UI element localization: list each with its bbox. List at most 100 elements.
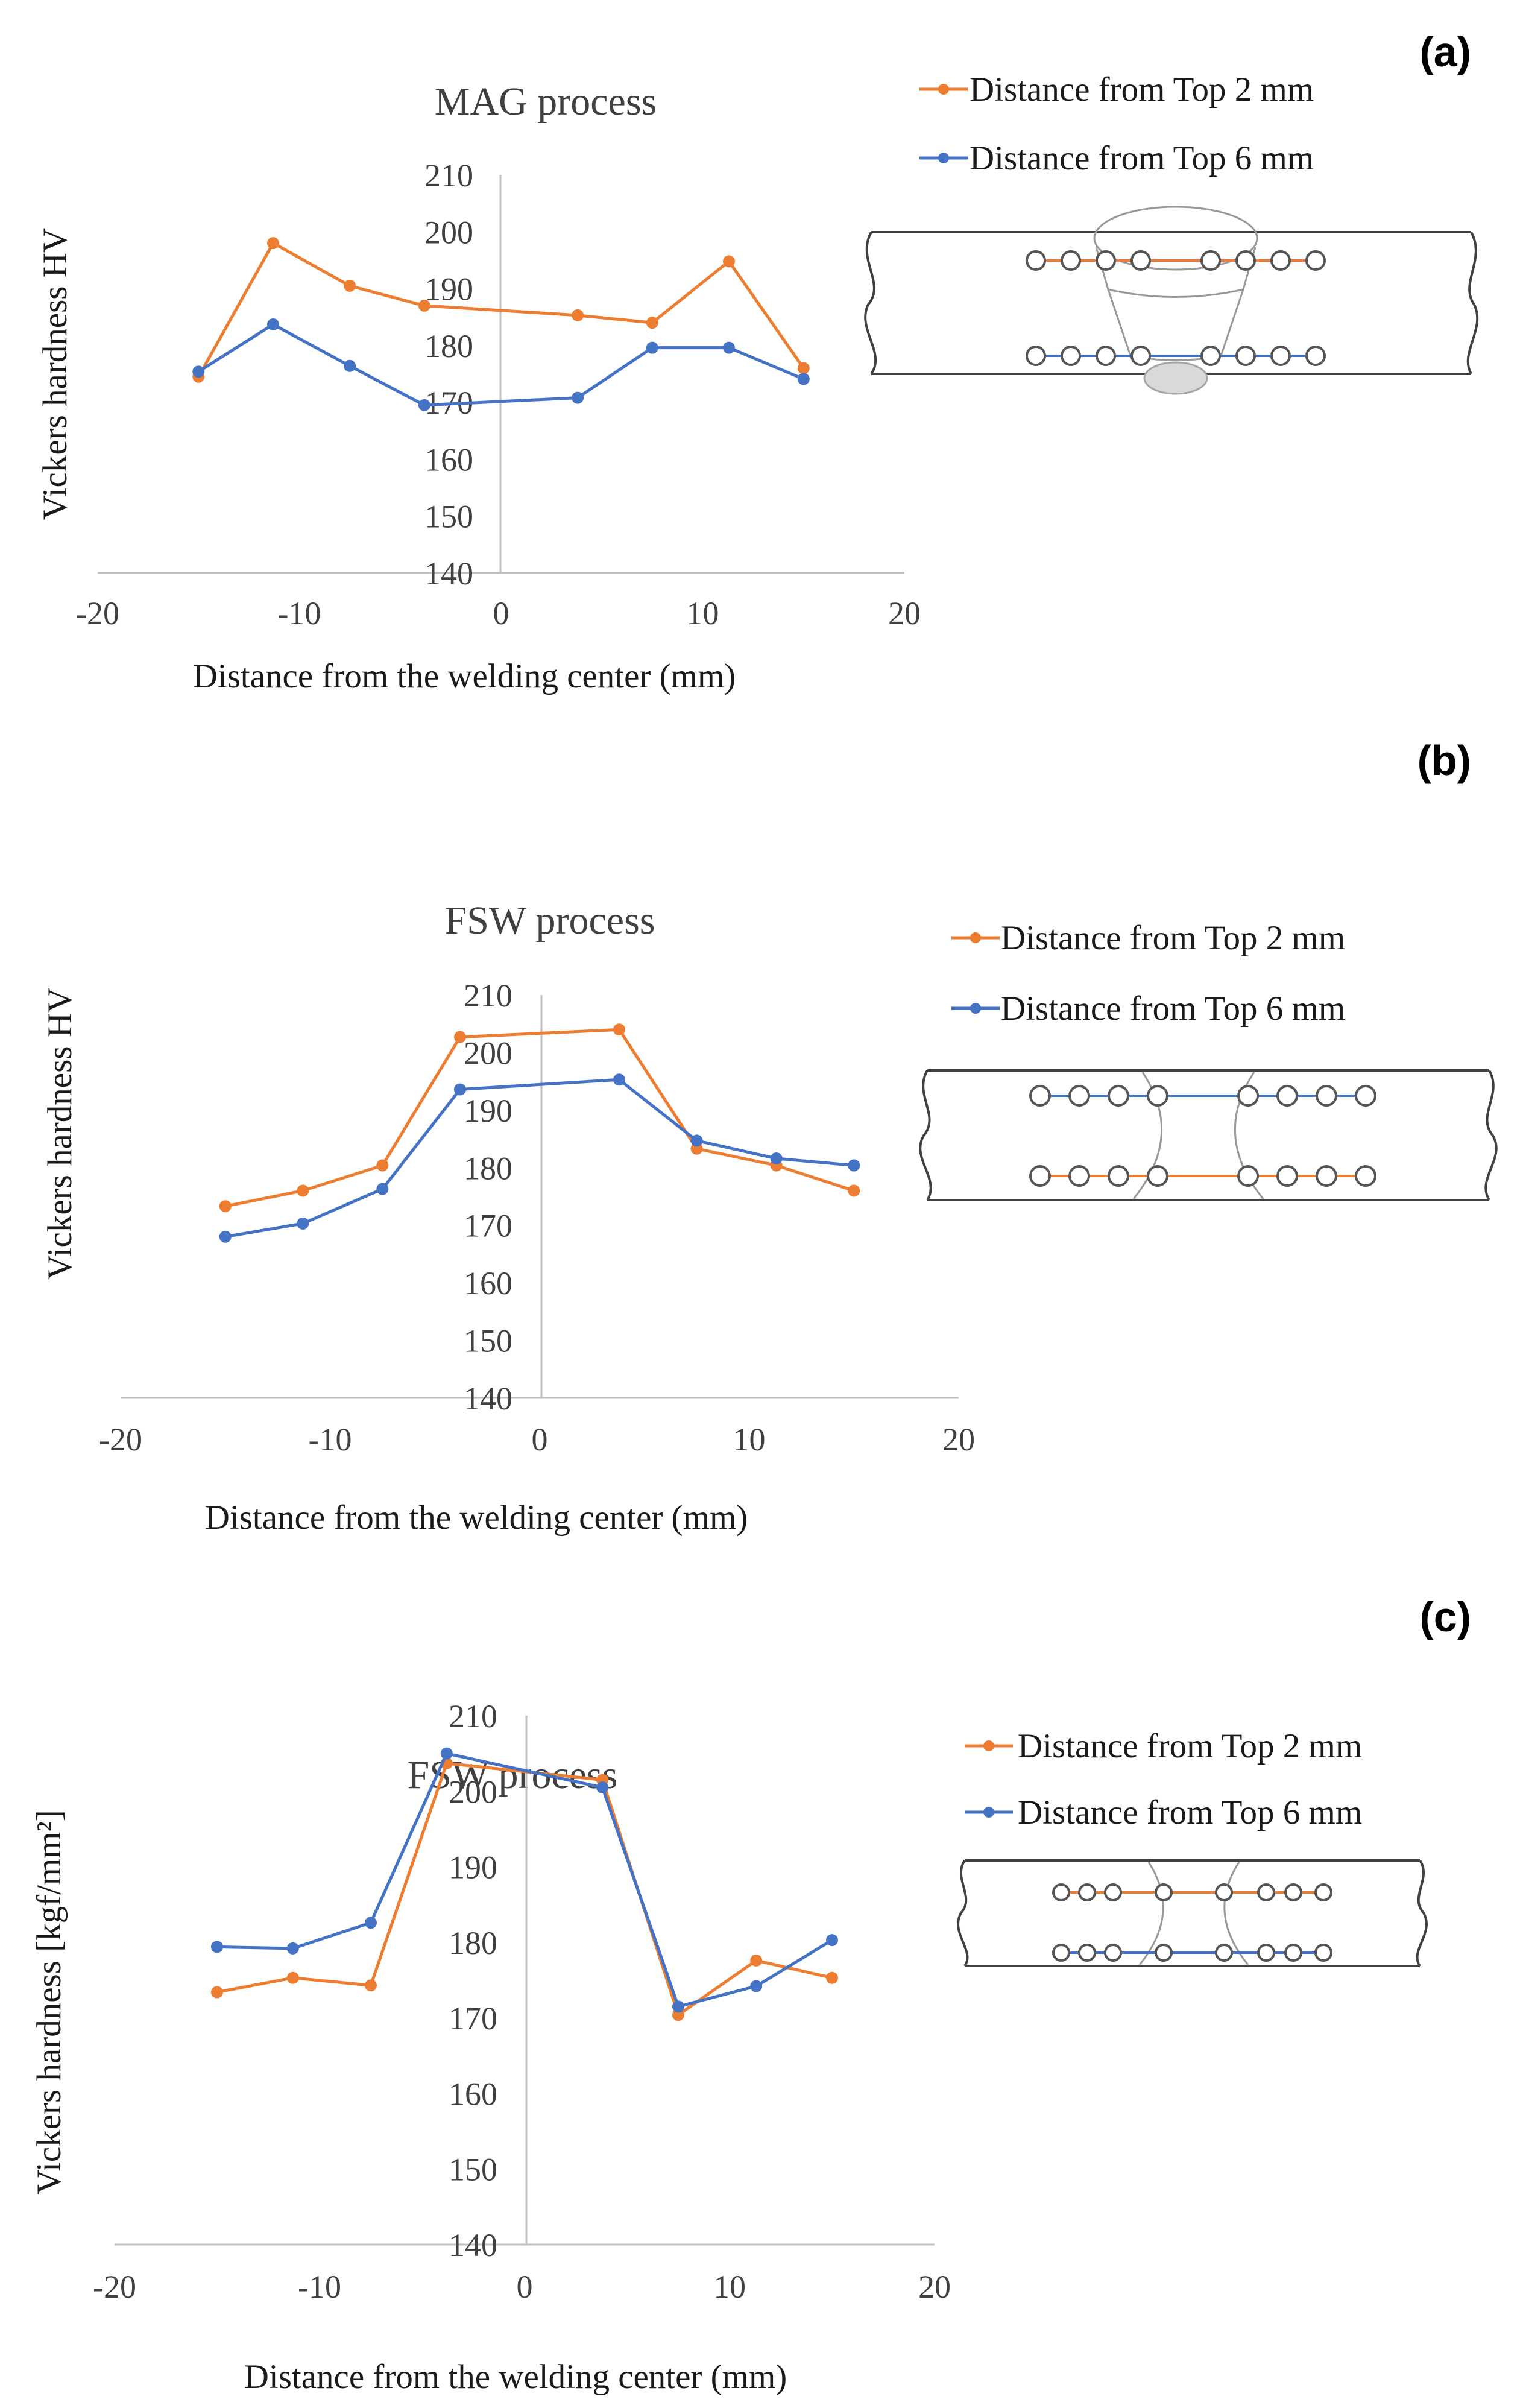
- data-point-6mm: [286, 1942, 299, 1955]
- indent-marker: [1061, 250, 1081, 271]
- indent-marker: [1276, 1165, 1298, 1187]
- indent-marker: [1314, 1944, 1332, 1962]
- data-point-6mm: [267, 318, 280, 330]
- legend-label-2mm: Distance from Top 2 mm: [970, 71, 1314, 109]
- y-tick-label: 210: [464, 978, 512, 1014]
- indent-marker: [1316, 1085, 1337, 1107]
- y-tick-label: 200: [464, 1035, 512, 1071]
- indent-marker: [1155, 1883, 1173, 1901]
- y-tick-label: 150: [424, 499, 473, 535]
- indent-marker: [1257, 1883, 1275, 1901]
- data-point-6mm: [672, 2000, 684, 2013]
- y-axis-label: Vickers hardness HV: [36, 228, 74, 520]
- legend-marker-6mm: [970, 1003, 981, 1014]
- indent-marker: [1078, 1944, 1096, 1962]
- indent-marker: [1130, 346, 1151, 366]
- y-tick-label: 160: [449, 2076, 497, 2112]
- y-tick-label: 160: [464, 1265, 512, 1301]
- data-point-6mm: [722, 341, 735, 354]
- indent-marker: [1314, 1883, 1332, 1901]
- plate-break-right: [1484, 1070, 1498, 1201]
- series-line-6mm: [197, 323, 804, 407]
- indent-marker: [1215, 1883, 1233, 1901]
- x-tick-label: 10: [733, 1421, 766, 1458]
- weld-cap: [1093, 206, 1258, 271]
- data-point-6mm: [219, 1230, 232, 1243]
- indent-marker: [1155, 1944, 1173, 1962]
- panel-label-b: (b): [1417, 737, 1471, 784]
- data-point-6mm: [365, 1917, 377, 1929]
- data-point-6mm: [613, 1073, 626, 1086]
- indent-marker: [1305, 250, 1326, 271]
- x-tick-label: -10: [309, 1421, 352, 1458]
- indent-marker: [1068, 1085, 1090, 1107]
- data-point-6mm: [192, 365, 205, 378]
- data-point-6mm: [418, 399, 430, 411]
- indent-marker: [1355, 1085, 1376, 1107]
- x-tick-label: 10: [687, 595, 719, 631]
- indent-marker: [1235, 346, 1256, 366]
- x-tick-label: -20: [93, 2269, 136, 2305]
- indent-marker: [1061, 346, 1081, 366]
- panel-b: (b) FSW process Vickers hardness HV Dist…: [41, 737, 1498, 1537]
- data-point-6mm: [344, 359, 356, 372]
- indent-marker: [1284, 1944, 1302, 1962]
- data-point-2mm: [453, 1031, 466, 1043]
- legend: Distance from Top 2 mm Distance from Top…: [919, 71, 1314, 177]
- data-point-2mm: [297, 1184, 309, 1197]
- legend-marker-2mm: [970, 932, 981, 943]
- legend-label-2mm: Distance from Top 2 mm: [1018, 1727, 1362, 1765]
- plate-break-right: [1416, 1859, 1428, 1967]
- data-point-6mm: [848, 1159, 860, 1172]
- indent-marker: [1200, 346, 1221, 366]
- data-point-2mm: [722, 255, 735, 268]
- chart-title: MAG process: [435, 80, 657, 124]
- data-point-2mm: [267, 237, 280, 250]
- indent-marker: [1284, 1883, 1302, 1901]
- x-tick-label: -20: [76, 595, 119, 631]
- indent-marker: [1200, 250, 1221, 271]
- legend-label-6mm: Distance from Top 6 mm: [970, 139, 1314, 177]
- data-point-2mm: [572, 309, 584, 321]
- data-point-6mm: [750, 1980, 763, 1992]
- indent-marker: [1096, 250, 1116, 271]
- data-point-2mm: [365, 1979, 377, 1992]
- x-tick-label: -10: [298, 2269, 341, 2305]
- data-point-2mm: [418, 299, 430, 312]
- x-axis-label: Distance from the welding center (mm): [205, 1499, 748, 1537]
- data-point-6mm: [453, 1083, 466, 1096]
- series-line-6mm: [225, 1078, 854, 1239]
- y-tick-label: 200: [424, 214, 473, 250]
- y-tick-label: 170: [449, 2000, 497, 2037]
- y-tick-label: 200: [449, 1774, 497, 1810]
- plate-break-left: [864, 232, 877, 375]
- y-tick-label: 180: [449, 1925, 497, 1961]
- y-tick-label: 140: [424, 555, 473, 592]
- indent-marker: [1029, 1165, 1051, 1187]
- y-tick-label: 210: [424, 157, 473, 194]
- x-tick-label: -20: [99, 1421, 142, 1458]
- indent-marker: [1147, 1165, 1168, 1187]
- indent-marker: [1026, 250, 1046, 271]
- indent-marker: [1029, 1085, 1051, 1107]
- data-point-6mm: [646, 341, 658, 354]
- x-tick-label: 0: [517, 2269, 533, 2305]
- indent-marker: [1096, 346, 1116, 366]
- indent-marker: [1270, 346, 1291, 366]
- fsw-weld-schematic: [919, 1069, 1498, 1201]
- data-point-6mm: [826, 1934, 838, 1947]
- indent-marker: [1052, 1883, 1070, 1901]
- y-tick-label: 140: [464, 1380, 512, 1417]
- legend-marker-6mm: [983, 1807, 994, 1818]
- x-tick-label: 20: [888, 595, 921, 631]
- y-tick-label: 150: [464, 1323, 512, 1359]
- y-axis-label: Vickers hardness [kgf/mm²]: [30, 1810, 68, 2194]
- plate-edges: [927, 1069, 1489, 1201]
- x-tick-label: 0: [532, 1421, 548, 1458]
- legend-marker-6mm: [938, 153, 949, 163]
- series-line-6mm: [216, 1752, 833, 2008]
- panel-a: (a) MAG process Vickers hardness HV Dist…: [36, 28, 1479, 695]
- series-line-2mm: [197, 241, 805, 378]
- data-point-2mm: [219, 1200, 232, 1213]
